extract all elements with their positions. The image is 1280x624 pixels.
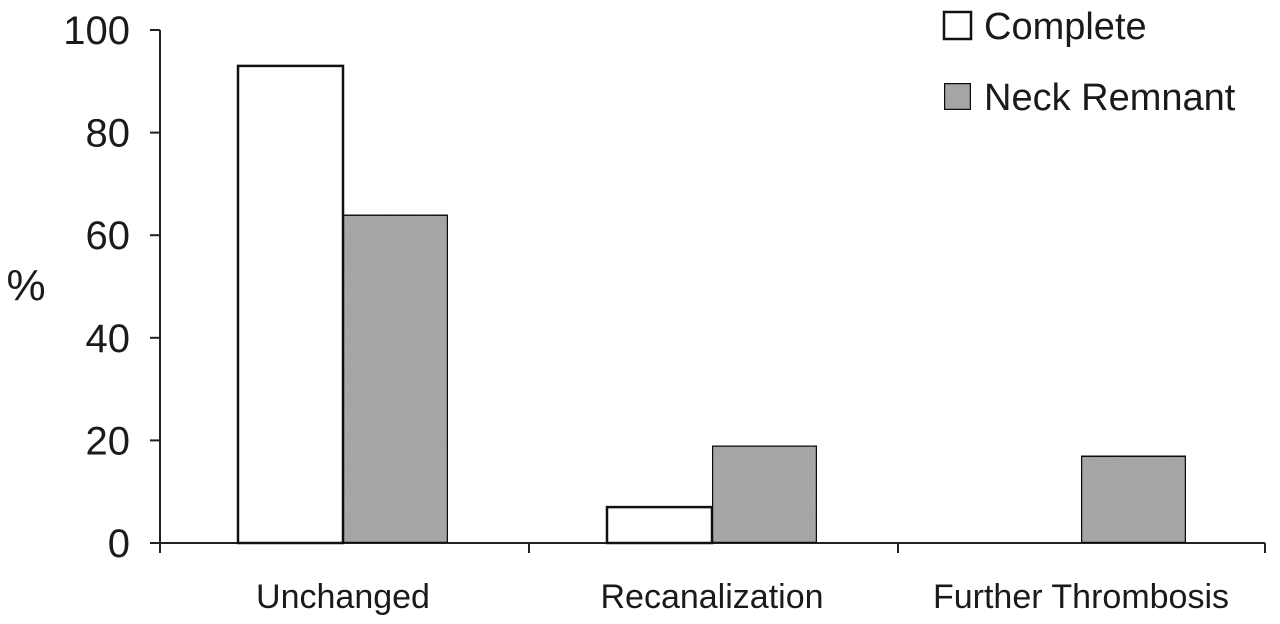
bar-complete-unchanged — [236, 64, 345, 545]
y-tick-label: 80 — [86, 112, 131, 156]
y-tick-label: 0 — [108, 522, 130, 566]
y-tick-label: 60 — [86, 214, 131, 258]
bar-neck-remnant-unchanged — [341, 213, 450, 545]
legend-label: Complete — [984, 6, 1147, 48]
bars — [236, 64, 1188, 545]
bar-complete-recanalization — [605, 505, 714, 545]
bar-neck-remnant-further-thrombosis — [1079, 454, 1188, 545]
y-tick-label: 20 — [86, 419, 131, 463]
y-axis-label: % — [6, 261, 45, 310]
legend-swatch-complete — [942, 10, 973, 41]
bar-neck-remnant-recanalization — [710, 444, 819, 545]
x-category-label: Recanalization — [600, 578, 823, 616]
y-tick-label: 40 — [86, 317, 131, 361]
legend: Complete Neck Remnant — [942, 6, 1236, 119]
x-category-label: Unchanged — [256, 578, 430, 616]
legend-swatch-neck-remnant — [942, 81, 973, 112]
y-tick-label: 100 — [63, 9, 130, 53]
labels: 0 20 40 60 80 100% Unchanged Recanalization Furt… — [6, 9, 1229, 616]
legend-label: Neck Remnant — [984, 77, 1236, 119]
x-category-label: Further Thrombosis — [933, 578, 1229, 616]
